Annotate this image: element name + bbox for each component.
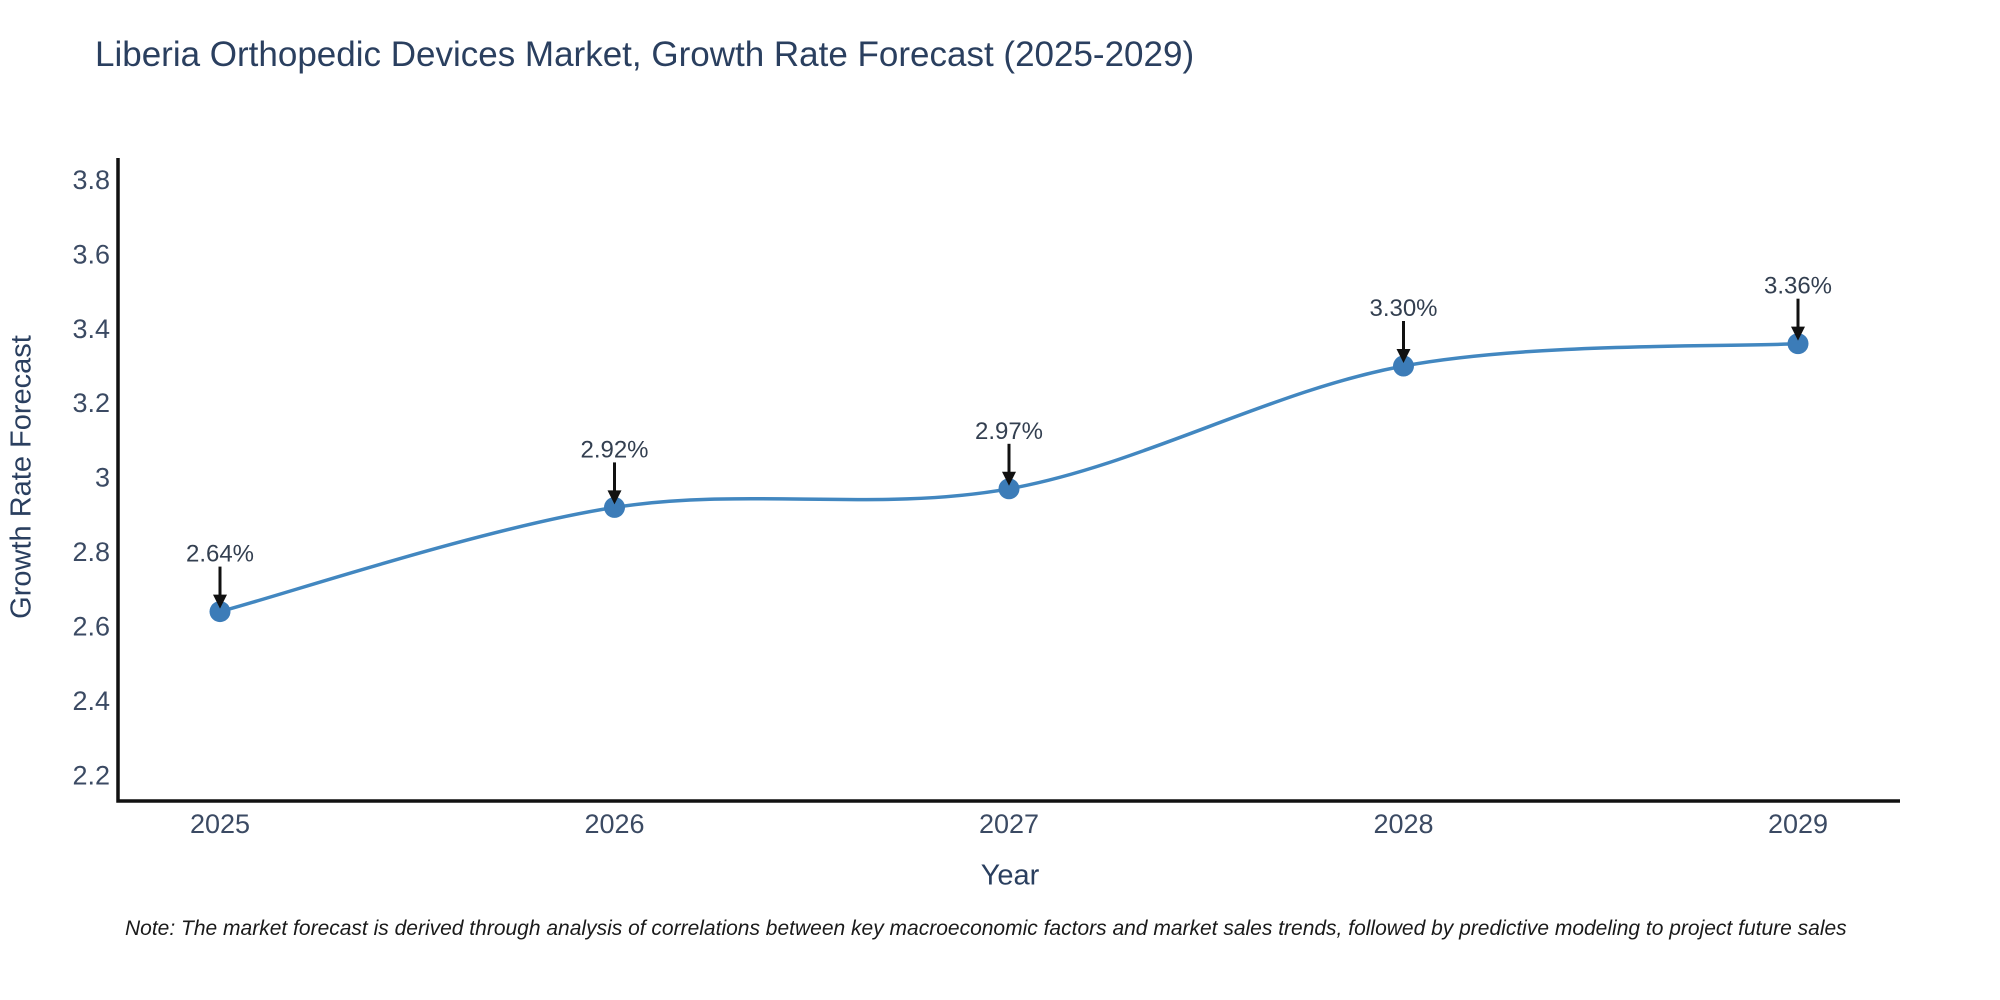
data-point-label: 3.30% [1369,295,1437,322]
y-tick-label: 3.8 [72,165,110,195]
annotation-arrowhead-icon [1002,471,1016,486]
annotation-arrowhead-icon [1791,326,1805,341]
data-point-label: 2.64% [186,541,254,568]
x-axis-title: Year [980,859,1040,892]
x-tick-label: 2026 [584,809,644,839]
annotation-arrowhead-icon [607,490,622,505]
data-point-marker[interactable] [604,496,625,518]
x-tick-label: 2028 [1373,809,1433,839]
x-tick-label: 2027 [979,809,1039,839]
data-point-marker[interactable] [209,601,231,623]
x-tick-label: 2025 [190,809,250,839]
y-tick-label: 3.4 [72,314,110,344]
x-tick-label: 2029 [1768,809,1828,839]
data-point-label: 2.92% [580,436,648,463]
data-point-marker[interactable] [1787,333,1809,355]
axis-lines [116,158,1900,803]
y-axis-title: Growth Rate Forecast [5,335,38,619]
data-point-label: 3.36% [1764,273,1832,300]
data-point-label: 2.97% [975,418,1043,445]
data-point-marker[interactable] [998,478,1020,500]
data-point-marker[interactable] [1393,355,1414,377]
y-tick-label: 3 [95,463,110,493]
annotation-arrowhead-icon [1396,349,1411,364]
y-tick-label: 2.2 [72,760,110,790]
y-tick-label: 2.4 [72,686,110,716]
y-tick-label: 3.2 [72,388,110,418]
chart-title: Liberia Orthopedic Devices Market, Growt… [95,35,1195,74]
chart-footnote: Note: The market forecast is derived thr… [125,917,1847,940]
y-tick-label: 2.8 [72,537,110,567]
y-tick-label: 2.6 [72,611,110,641]
annotation-arrowhead-icon [213,594,227,609]
y-tick-label: 3.6 [72,239,110,269]
